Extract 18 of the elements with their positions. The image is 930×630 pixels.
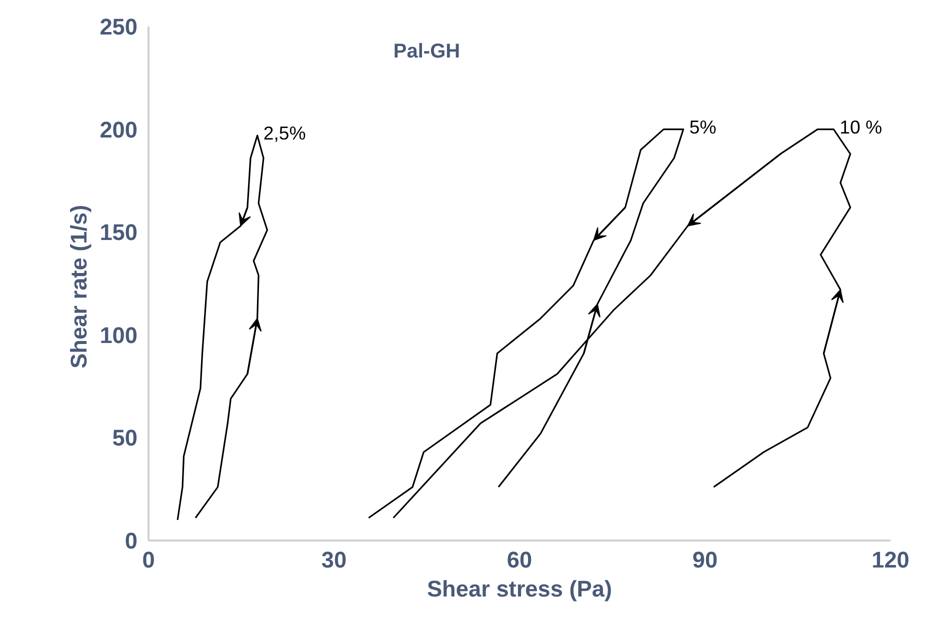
- y-tick-label: 200: [100, 116, 138, 142]
- y-tick-label: 150: [100, 219, 138, 246]
- x-tick-label: 120: [872, 546, 910, 572]
- x-tick-label: 90: [692, 546, 718, 572]
- x-tick-label: 60: [506, 546, 532, 572]
- y-tick-label: 50: [112, 424, 138, 451]
- y-tick-label: 0: [124, 528, 138, 554]
- y-tick-label: 250: [100, 14, 138, 40]
- series-label: 10 %: [840, 116, 882, 138]
- series-label: 2,5%: [263, 122, 306, 144]
- y-axis-title: Shear rate (1/s): [66, 204, 92, 368]
- text: Pal-GH: [393, 40, 460, 62]
- line-series: [368, 128, 684, 519]
- series-label: 5%: [689, 116, 716, 138]
- y-tick-label: 100: [100, 322, 138, 348]
- x-axis-title: Shear stress (Pa): [426, 576, 612, 602]
- x-tick-label: 0: [142, 546, 155, 572]
- x-tick-label: 30: [321, 546, 347, 572]
